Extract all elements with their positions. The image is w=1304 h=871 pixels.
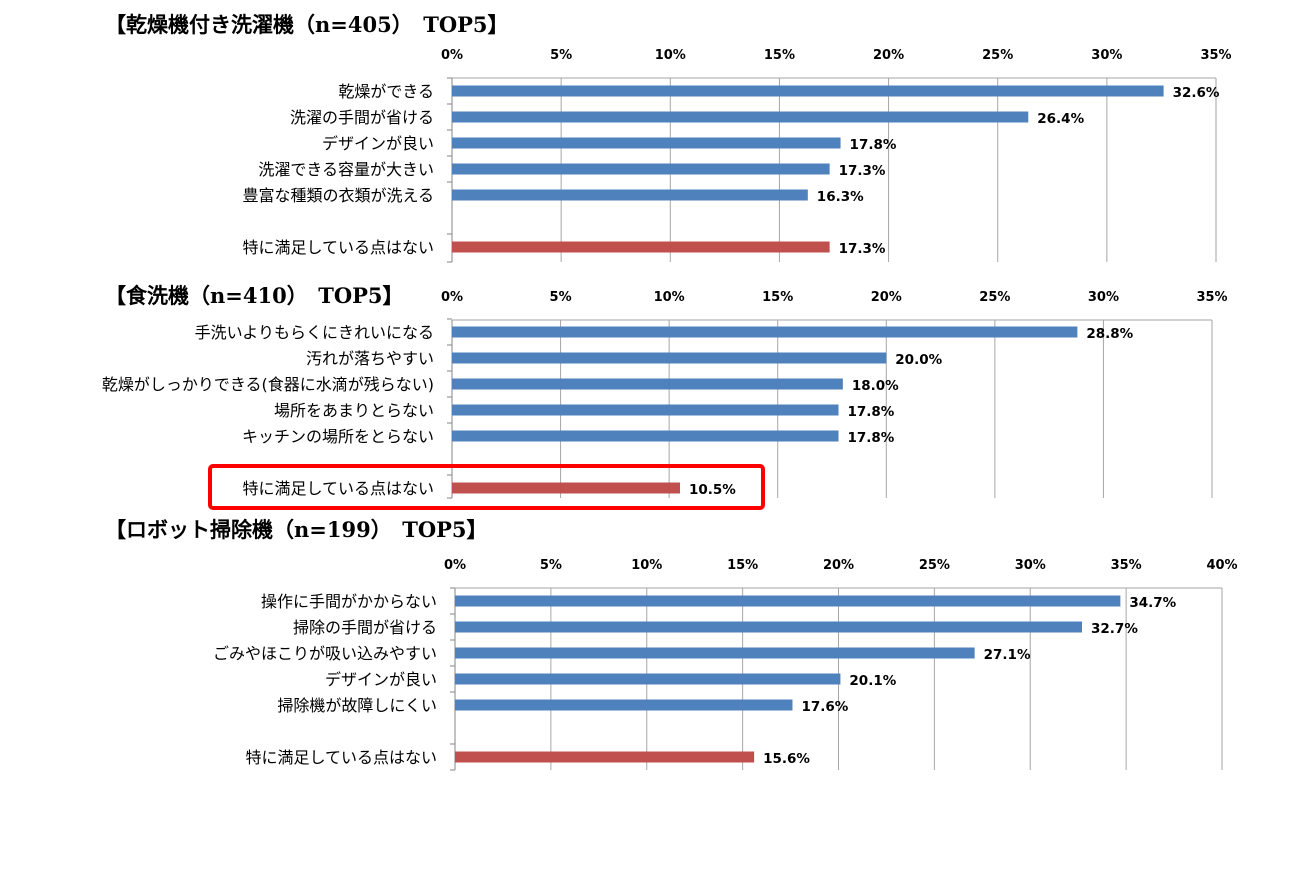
tick-label: 10%	[631, 558, 662, 573]
tick-label: 20%	[871, 290, 902, 305]
value-label: 15.6%	[763, 751, 810, 767]
value-label: 17.8%	[848, 404, 895, 420]
chart-title: 【ロボット掃除機（n=199） TOP5】	[105, 517, 488, 542]
value-label: 17.8%	[848, 430, 895, 446]
category-label: 汚れが落ちやすい	[306, 349, 434, 368]
category-label: 特に満足している点はない	[245, 748, 437, 767]
tick-label: 30%	[1088, 290, 1119, 305]
bar-highlight	[452, 241, 830, 253]
bar	[452, 85, 1164, 97]
bar	[452, 326, 1078, 338]
tick-label: 0%	[444, 558, 466, 573]
category-label: 洗濯の手間が省ける	[290, 108, 434, 127]
bar	[455, 595, 1121, 607]
value-label: 20.0%	[895, 352, 942, 368]
value-label: 20.1%	[849, 673, 896, 689]
bar	[452, 430, 839, 442]
tick-label: 15%	[727, 558, 758, 573]
tick-label: 25%	[919, 558, 950, 573]
tick-label: 35%	[1196, 290, 1227, 305]
tick-label: 20%	[823, 558, 854, 573]
value-label: 28.8%	[1086, 326, 1133, 342]
tick-label: 0%	[441, 290, 463, 305]
bar	[452, 163, 830, 175]
bar	[452, 137, 841, 149]
category-label: 乾燥ができる	[338, 82, 434, 101]
chart-1: 【乾燥機付き洗濯機（n=405） TOP5】 0% 5% 10% 15% 20% 25% 30…	[105, 12, 1232, 263]
category-label: 手洗いよりもらくにきれいになる	[195, 323, 434, 342]
category-label: 豊富な種類の衣類が洗える	[242, 186, 434, 205]
tick-label: 10%	[654, 290, 685, 305]
value-label: 17.3%	[839, 241, 886, 257]
tick-label: 25%	[982, 48, 1013, 63]
category-label: キッチンの場所をとらない	[242, 427, 434, 446]
tick-label: 35%	[1111, 558, 1142, 573]
bar-highlight	[455, 751, 755, 763]
highlight-callout-box	[208, 464, 765, 510]
tick-label: 40%	[1206, 558, 1237, 573]
tick-label: 15%	[762, 290, 793, 305]
tick-label: 5%	[550, 48, 572, 63]
value-label: 26.4%	[1037, 111, 1084, 127]
category-label: 特に満足している点はない	[242, 479, 434, 498]
value-label: 10.5%	[689, 482, 736, 498]
value-label: 18.0%	[852, 378, 899, 394]
category-label: デザインが良い	[322, 134, 434, 153]
tick-label: 20%	[873, 48, 904, 63]
value-label: 32.7%	[1091, 621, 1138, 637]
value-label: 17.6%	[801, 699, 848, 715]
value-label: 27.1%	[984, 647, 1031, 663]
bar	[452, 352, 887, 364]
bar	[452, 404, 839, 416]
bar	[452, 378, 843, 390]
bar	[455, 621, 1083, 633]
tick-label: 30%	[1091, 48, 1122, 63]
value-label: 17.3%	[839, 163, 886, 179]
bar-highlight	[452, 482, 680, 494]
tick-label: 0%	[441, 48, 463, 63]
tick-label: 5%	[540, 558, 562, 573]
bar	[455, 699, 793, 711]
chart-2: 【食洗機（n=410） TOP5】 0% 5% 10% 15% 20% 25% 30% 35% 手…	[102, 283, 1228, 510]
chart-title: 【乾燥機付き洗濯機（n=405） TOP5】	[105, 12, 509, 37]
value-label: 34.7%	[1129, 595, 1176, 611]
bar	[455, 673, 841, 685]
tick-label: 30%	[1015, 558, 1046, 573]
tick-label: 5%	[550, 290, 572, 305]
category-label: 特に満足している点はない	[242, 238, 434, 257]
bar	[455, 647, 975, 659]
category-label: 場所をあまりとらない	[274, 401, 434, 420]
category-label: 掃除の手間が省ける	[293, 618, 437, 637]
value-label: 17.8%	[850, 137, 897, 153]
category-label: 操作に手間がかからない	[261, 592, 437, 611]
tick-label: 10%	[655, 48, 686, 63]
bar	[452, 111, 1029, 123]
category-label: ごみやほこりが吸い込みやすい	[213, 644, 437, 663]
chart-3: 【ロボット掃除機（n=199） TOP5】 0% 5% 10% 15% 20% 25% 30%…	[105, 517, 1238, 771]
bar	[452, 189, 808, 201]
tick-label: 15%	[764, 48, 795, 63]
category-label: 掃除機が故障しにくい	[277, 696, 437, 715]
value-label: 32.6%	[1173, 85, 1220, 101]
tick-label: 25%	[979, 290, 1010, 305]
category-label: 乾燥がしっかりできる(食器に水滴が残らない)	[102, 375, 434, 394]
category-label: デザインが良い	[325, 670, 437, 689]
tick-label: 35%	[1200, 48, 1231, 63]
category-label: 洗濯できる容量が大きい	[258, 160, 434, 179]
chart-title: 【食洗機（n=410） TOP5】	[105, 283, 404, 308]
value-label: 16.3%	[817, 189, 864, 205]
